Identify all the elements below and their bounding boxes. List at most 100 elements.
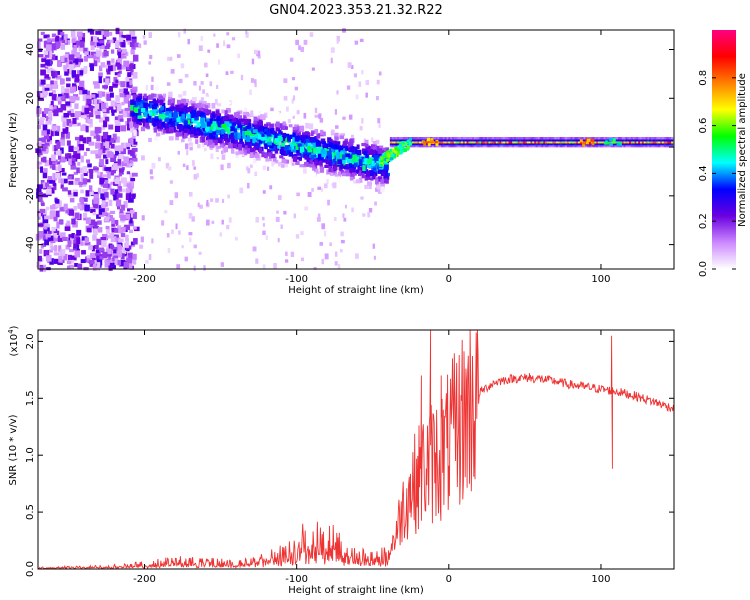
spectrogram-cell <box>153 101 157 105</box>
spectrogram-cell <box>339 135 345 140</box>
spectrogram-cell <box>117 259 122 266</box>
spectrogram-cell <box>266 166 270 171</box>
spectrogram-cell <box>153 110 159 116</box>
spectrogram-cell <box>55 35 60 42</box>
spectrogram-cell <box>69 86 74 94</box>
spectrogram-cell <box>178 104 182 110</box>
spectrogram-cell <box>114 145 119 152</box>
spectrogram-cell <box>85 95 91 100</box>
spectrogram-ylabel: Frequency (Hz) <box>8 112 19 188</box>
spectrogram-cell <box>104 116 109 122</box>
spectrogram-cell <box>493 140 497 144</box>
spectrogram-cell <box>38 161 43 165</box>
spectrogram-cell <box>110 100 116 107</box>
spectrogram-cell <box>477 137 480 140</box>
spectrogram-cell <box>234 153 239 158</box>
spectrogram-cell <box>431 144 435 148</box>
spectrogram-cell <box>343 217 347 222</box>
spectrogram-cell <box>121 51 127 59</box>
spectrogram-cell <box>258 138 263 144</box>
spectrogram-cell <box>266 130 270 136</box>
spectrogram-cell <box>490 142 493 146</box>
spectrogram-cell <box>116 40 122 47</box>
spectrogram-cell <box>470 140 473 144</box>
spectrogram-cell <box>397 142 400 146</box>
spectrogram-cell <box>556 142 559 146</box>
spectrogram-cell <box>125 142 131 147</box>
spectrogram-cell <box>169 128 174 134</box>
spectrogram-cell <box>39 266 44 270</box>
spectrogram-cell <box>226 138 231 142</box>
spectrogram-cell <box>393 138 396 142</box>
spectrogram-cell <box>123 110 127 118</box>
spectrogram-cell <box>545 140 548 144</box>
spectrogram-cell <box>103 201 108 207</box>
spectrogram-cell <box>229 118 233 123</box>
spectrogram-cell <box>48 84 53 91</box>
spectrogram-cell <box>415 142 418 146</box>
spectrogram-cell <box>475 144 478 148</box>
spectrogram-cell <box>610 144 614 148</box>
spectrogram-cell <box>56 96 62 102</box>
spectrogram-cell <box>164 125 169 130</box>
spectrogram-cell <box>473 137 477 140</box>
spectrogram-cell <box>159 111 165 117</box>
spectrogram-cell <box>197 202 200 208</box>
spectrogram-cell <box>114 189 120 193</box>
spectrogram-cell <box>437 138 440 142</box>
spectrogram-cell <box>115 95 120 102</box>
spectrogram-cell <box>439 137 442 140</box>
colorbar-label: Normalized spectral amplitude <box>737 73 748 227</box>
spectrogram-cell <box>450 144 453 148</box>
spectrogram-cell <box>669 144 672 148</box>
spectrogram-cell <box>303 134 308 141</box>
spectrogram-cell <box>65 132 70 139</box>
spectrogram-cell <box>76 237 81 245</box>
spectrogram-cell <box>101 240 107 248</box>
spectrogram-cell <box>58 255 63 263</box>
spectrogram-cell <box>550 142 553 146</box>
spectrogram-cell <box>269 123 274 129</box>
spectrogram-cell <box>148 61 152 65</box>
spectrogram-cell <box>96 42 102 47</box>
spectrogram-cell <box>61 35 66 42</box>
spectrogram-cell <box>264 143 268 150</box>
spectrogram-cell <box>556 144 559 148</box>
spectrogram-cell <box>466 144 469 148</box>
spectrogram-cell <box>213 114 219 118</box>
spectrogram-cell <box>97 91 103 98</box>
spectrogram-cell <box>422 144 425 148</box>
spectrogram-cell <box>572 142 575 146</box>
spectrogram-cell <box>599 142 603 146</box>
spectrogram-cell <box>94 126 101 134</box>
spectrogram-cell <box>627 137 630 140</box>
spectrogram-cell <box>374 170 378 177</box>
spectrogram-cell <box>135 97 140 102</box>
spectrogram-cell <box>86 256 91 262</box>
spectrogram-cell <box>348 154 353 159</box>
spectrogram-cell <box>46 44 52 52</box>
spectrogram-cell <box>85 256 89 263</box>
spectrogram-cell <box>563 144 566 148</box>
spectrogram-cell <box>473 142 477 146</box>
spectrogram-cell <box>144 111 148 118</box>
spectrogram-cell <box>660 144 663 148</box>
spectrogram-cell <box>632 142 635 146</box>
spectrogram-cell <box>87 163 92 168</box>
spectrogram-cell <box>371 171 376 175</box>
spectrogram-cell <box>102 154 108 159</box>
spectrogram-cell <box>381 153 385 157</box>
spectrogram-cell <box>104 262 110 268</box>
spectrogram-cell <box>617 143 621 147</box>
spectrogram-cell <box>300 46 304 52</box>
spectrogram-cell <box>510 137 513 140</box>
spectrogram-cell <box>60 85 65 93</box>
spectrogram-cell <box>557 142 561 146</box>
spectrogram-cell <box>667 142 670 146</box>
spectrogram-cell <box>109 232 114 237</box>
spectrogram-cell <box>446 142 449 146</box>
spectrogram-cell <box>251 58 255 65</box>
spectrogram-cell <box>517 140 520 144</box>
spectrogram-cell <box>403 142 407 146</box>
spectrogram-cell <box>346 172 351 177</box>
